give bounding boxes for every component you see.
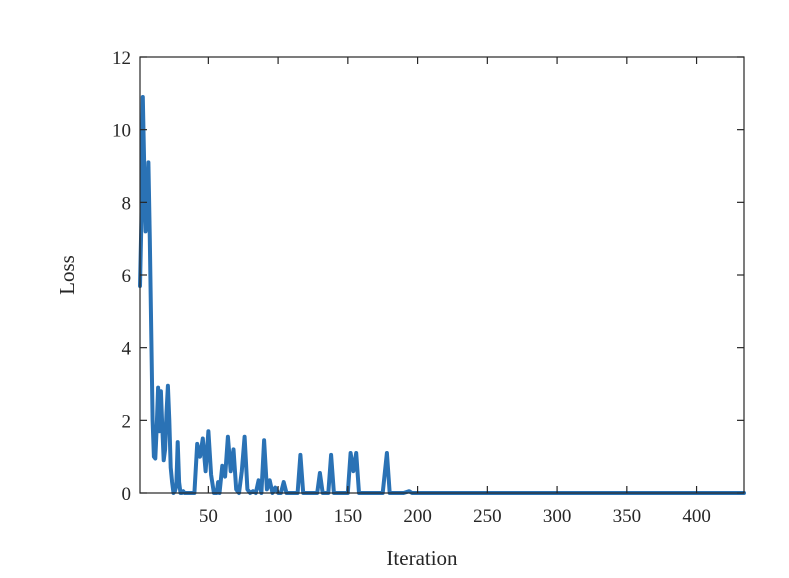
y-tick-label: 10 xyxy=(112,121,131,142)
x-axis-label: Iteration xyxy=(386,546,458,570)
loss-series-line xyxy=(138,95,746,495)
axes-frame xyxy=(139,56,745,494)
y-tick-label: 0 xyxy=(122,484,132,505)
x-tick-label: 250 xyxy=(473,506,502,527)
x-tick-label: 150 xyxy=(334,506,363,527)
y-axis-label: Loss xyxy=(55,255,79,295)
y-tick-label: 8 xyxy=(122,193,132,214)
x-tick-label: 50 xyxy=(199,506,218,527)
x-tick-label: 100 xyxy=(264,506,293,527)
x-tick-label: 350 xyxy=(613,506,642,527)
x-tick-label: 200 xyxy=(403,506,432,527)
y-tick-label: 2 xyxy=(122,411,132,432)
y-tick-label: 4 xyxy=(122,339,132,360)
y-tick-label: 6 xyxy=(122,266,132,287)
y-tick-label: 12 xyxy=(112,48,131,69)
axis-ticks: 50 100 150 200 250 300 350 400 0 2 4 6 8 10 12 xyxy=(112,48,744,527)
x-tick-label: 400 xyxy=(682,506,711,527)
x-tick-label: 300 xyxy=(543,506,572,527)
plot-area xyxy=(138,95,746,495)
